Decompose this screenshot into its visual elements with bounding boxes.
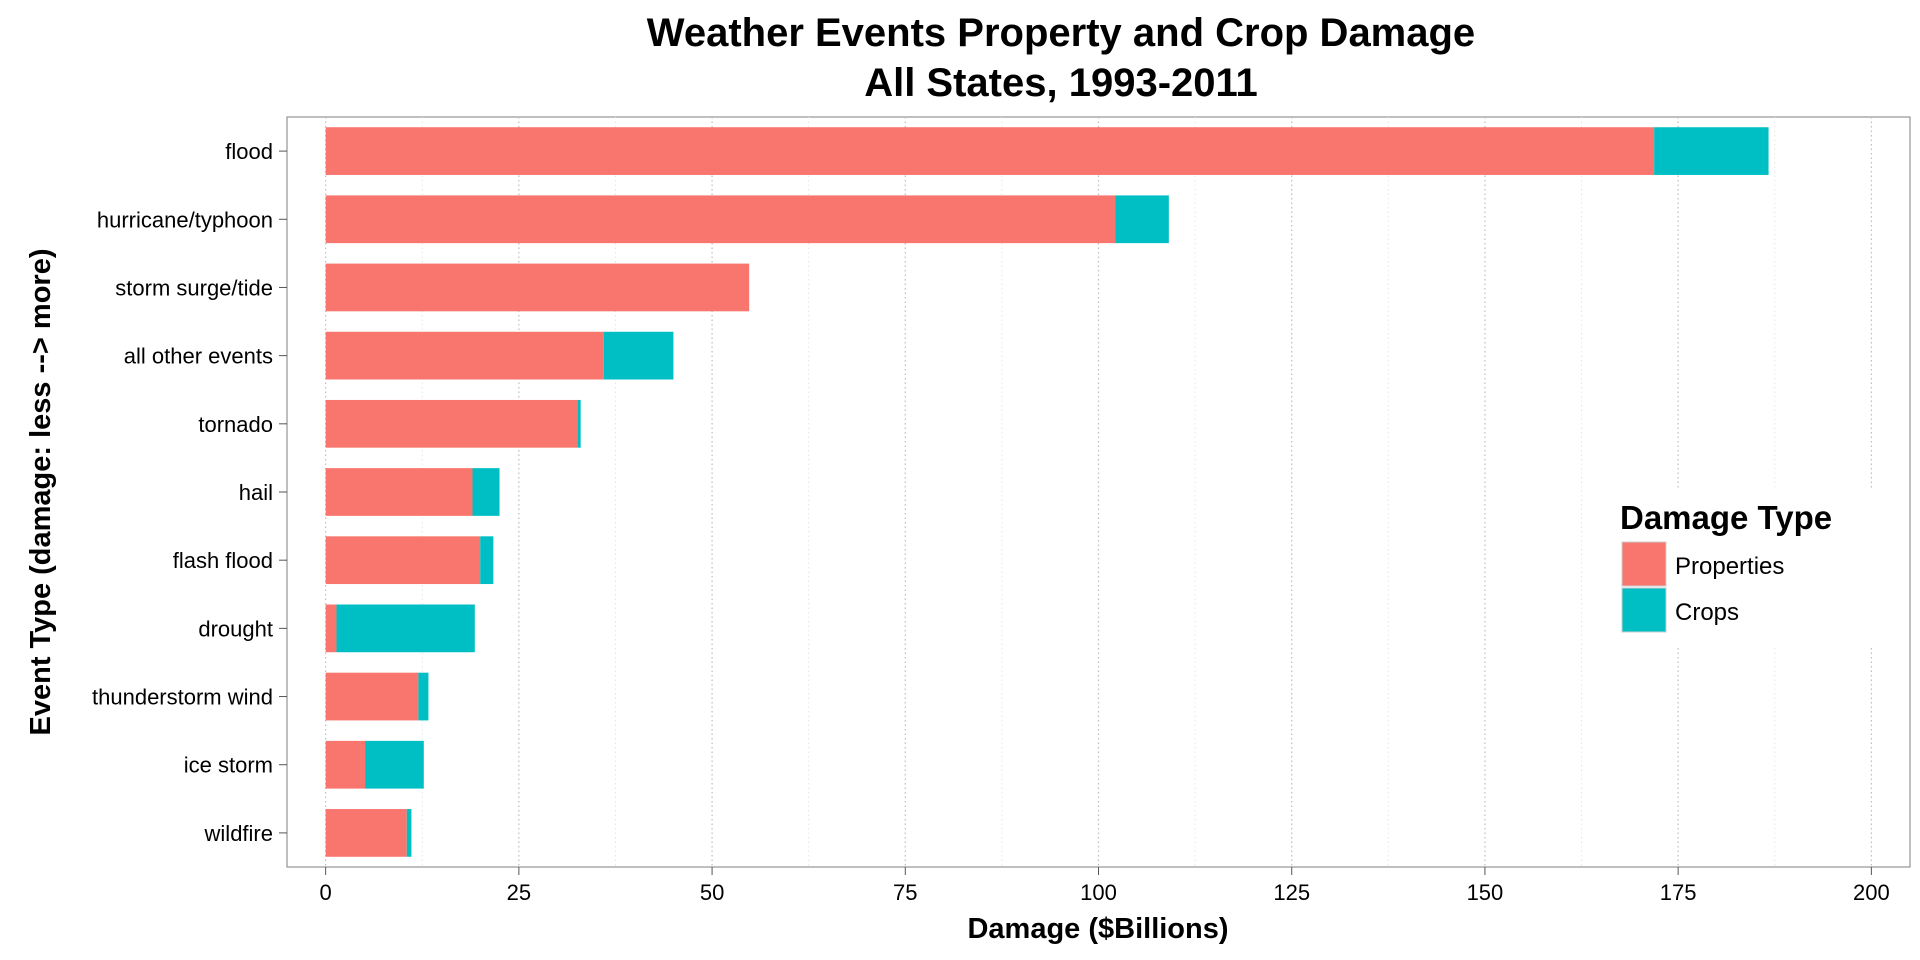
- bar-properties: [325, 604, 337, 653]
- legend: Damage Type Properties Crops: [1595, 490, 1905, 645]
- y-tick-label: flash flood: [173, 548, 273, 573]
- bar-crops: [406, 809, 412, 857]
- bar-properties: [325, 809, 407, 857]
- bar-crops: [603, 331, 674, 380]
- bar-properties: [325, 127, 1655, 175]
- bar-crops: [480, 536, 494, 585]
- y-tick-label: hail: [239, 480, 273, 505]
- x-tick-label: 25: [507, 880, 531, 905]
- bar-crops: [418, 672, 429, 721]
- legend-title: Damage Type: [1620, 499, 1832, 536]
- y-axis-ticks: flood hurricane/typhoon storm surge/tide al…: [92, 139, 287, 846]
- x-tick-label: 175: [1660, 880, 1697, 905]
- chart-title: Weather Events Property and Crop Damage: [647, 11, 1475, 55]
- bar-properties: [325, 468, 473, 516]
- bar-properties: [325, 672, 419, 721]
- y-tick-label: hurricane/typhoon: [97, 207, 273, 232]
- bar-crops: [1115, 195, 1169, 244]
- y-tick-label: drought: [198, 616, 273, 641]
- legend-key-properties: [1621, 541, 1667, 587]
- y-tick-label: storm surge/tide: [115, 275, 273, 300]
- bar-properties: [325, 263, 750, 312]
- bar-crops: [577, 399, 581, 448]
- bar-properties: [325, 536, 481, 585]
- bar-crops: [472, 468, 500, 516]
- y-tick-label: thunderstorm wind: [92, 685, 273, 710]
- y-tick-label: tornado: [198, 412, 273, 437]
- x-axis-ticks: 0 25 50 75 100 125 150 175 200: [320, 867, 1890, 905]
- bar-crops: [1654, 127, 1769, 175]
- x-tick-label: 200: [1853, 880, 1890, 905]
- y-axis-title: Event Type (damage: less --> more): [25, 249, 57, 736]
- legend-label-crops: Crops: [1675, 599, 1739, 626]
- x-tick-label: 50: [700, 880, 724, 905]
- x-tick-label: 0: [320, 880, 332, 905]
- legend-label-properties: Properties: [1675, 553, 1784, 580]
- bar-properties: [325, 740, 366, 789]
- chart-subtitle: All States, 1993-2011: [864, 61, 1258, 105]
- y-tick-label: all other events: [124, 344, 273, 369]
- x-tick-label: 150: [1467, 880, 1504, 905]
- x-tick-label: 75: [893, 880, 917, 905]
- x-axis-title: Damage ($Billions): [967, 913, 1228, 945]
- y-tick-label: ice storm: [184, 753, 273, 778]
- y-tick-label: flood: [225, 139, 273, 164]
- y-tick-label: wildfire: [204, 821, 273, 846]
- legend-key-crops: [1621, 587, 1667, 633]
- bar-crops: [365, 740, 424, 789]
- x-tick-label: 125: [1273, 880, 1310, 905]
- bar-crops: [336, 604, 475, 653]
- bar-properties: [325, 331, 604, 380]
- bars: [325, 127, 1769, 857]
- bar-properties: [325, 195, 1116, 244]
- bar-properties: [325, 399, 578, 448]
- x-tick-label: 100: [1080, 880, 1117, 905]
